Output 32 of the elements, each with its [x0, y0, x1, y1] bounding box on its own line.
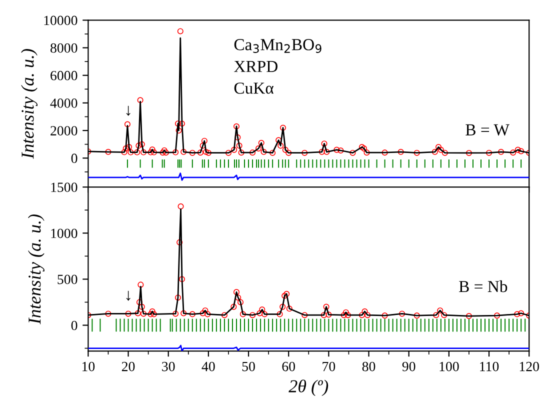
- x-tick-label: 50: [242, 362, 255, 372]
- y-tick-label: 500: [58, 274, 78, 284]
- x-tick-label: 110: [480, 362, 499, 372]
- annotation: ↓: [126, 290, 130, 301]
- y-tick-label: 0: [71, 320, 78, 330]
- annotation: CuKα: [234, 82, 274, 94]
- annotation: B = Nb: [459, 280, 508, 292]
- x-tick-label: 60: [282, 362, 296, 372]
- y-tick-label: 4000: [50, 98, 78, 108]
- annotation: Ca$_{3}$Mn$_{2}$BO$_{9}$: [234, 39, 322, 53]
- x-tick-label: 90: [402, 362, 416, 372]
- y-tick-label: 1000: [51, 228, 78, 238]
- x-tick-label: 80: [362, 362, 376, 372]
- x-tick-label: 40: [202, 362, 215, 372]
- x-tick-label: 20: [122, 362, 135, 372]
- annotation: XRPD: [234, 61, 278, 72]
- y-tick-label: 6000: [50, 70, 78, 80]
- x-tick-label: 100: [440, 362, 459, 372]
- y-tick-label: 8000: [50, 43, 78, 53]
- y-tick-label: 2000: [50, 126, 78, 136]
- x-tick-label: 70: [322, 362, 336, 372]
- y-tick-label: 0: [71, 154, 78, 164]
- y-axis-title: Intensity (a. u.): [28, 214, 44, 324]
- x-axis-title: 2θ (º): [288, 380, 328, 396]
- y-tick-label: 10000: [44, 16, 78, 26]
- annotation: B = W: [466, 124, 510, 136]
- x-tick-label: 30: [162, 362, 175, 372]
- x-tick-label: 120: [520, 362, 539, 372]
- annotation: ↓: [126, 106, 130, 116]
- x-tick-label: 10: [82, 362, 95, 372]
- y-tick-label: 1500: [51, 182, 78, 192]
- y-axis-title: Intensity (a. u.): [21, 49, 38, 159]
